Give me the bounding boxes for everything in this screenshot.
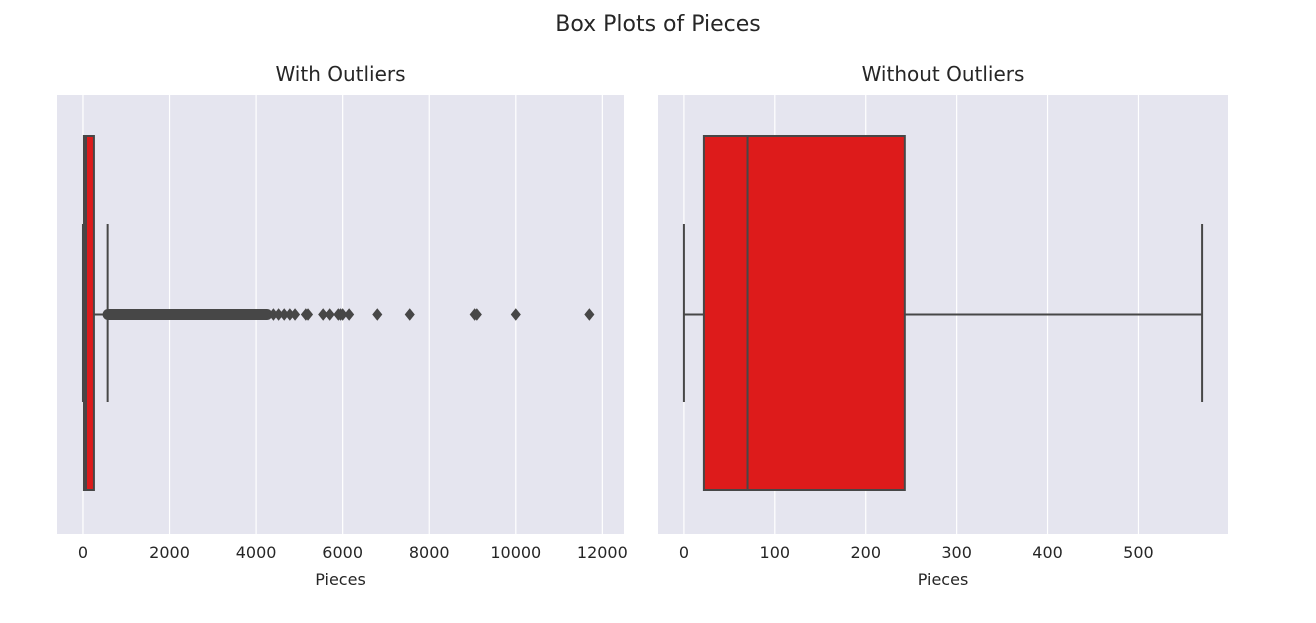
subplot-1: 0 2000 4000 6000 8000 10000 12000 With Outliers… xyxy=(57,62,628,589)
x-tick-label: 12000 xyxy=(577,543,628,562)
x-axis-label: Pieces xyxy=(315,570,366,589)
subplot-2: 0 100 200 300 400 500 Without Outliers Pieces xyxy=(658,62,1228,589)
x-tick-label: 4000 xyxy=(236,543,277,562)
x-tick-label: 100 xyxy=(760,543,791,562)
outlier-point xyxy=(372,308,383,321)
outlier-point xyxy=(404,308,415,321)
outlier-point xyxy=(324,308,335,321)
x-tick-label: 0 xyxy=(679,543,689,562)
iqr-box xyxy=(702,135,906,491)
outlier-point xyxy=(302,308,314,321)
subplot-title: Without Outliers xyxy=(862,62,1025,86)
subplot-title: With Outliers xyxy=(275,62,405,86)
x-tick-label: 500 xyxy=(1123,543,1154,562)
outlier-point xyxy=(584,308,595,321)
x-tick-label: 10000 xyxy=(490,543,541,562)
x-tick-label: 0 xyxy=(78,543,88,562)
iqr-box xyxy=(82,135,95,491)
outlier-point xyxy=(510,308,521,321)
x-tick-label: 2000 xyxy=(149,543,190,562)
x-tick-label: 8000 xyxy=(409,543,450,562)
x-tick-label: 200 xyxy=(850,543,881,562)
x-tick-label: 300 xyxy=(941,543,972,562)
x-tick-label: 400 xyxy=(1032,543,1063,562)
x-tick-label: 6000 xyxy=(322,543,363,562)
outlier-point xyxy=(471,308,482,321)
outlier-point xyxy=(344,308,355,321)
figure-suptitle: Box Plots of Pieces xyxy=(555,12,761,37)
outlier-point xyxy=(290,308,301,321)
x-axis-label: Pieces xyxy=(918,570,969,589)
